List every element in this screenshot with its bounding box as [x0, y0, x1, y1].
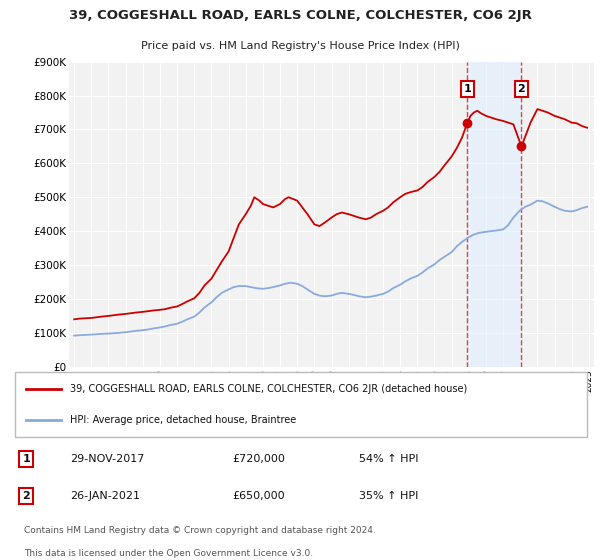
Text: 26-JAN-2021: 26-JAN-2021	[70, 491, 140, 501]
Text: 54% ↑ HPI: 54% ↑ HPI	[359, 454, 419, 464]
Text: 39, COGGESHALL ROAD, EARLS COLNE, COLCHESTER, CO6 2JR (detached house): 39, COGGESHALL ROAD, EARLS COLNE, COLCHE…	[70, 384, 467, 394]
Text: £720,000: £720,000	[232, 454, 285, 464]
FancyBboxPatch shape	[15, 372, 587, 437]
Text: 2: 2	[518, 84, 526, 94]
Text: £650,000: £650,000	[232, 491, 284, 501]
Text: 35% ↑ HPI: 35% ↑ HPI	[359, 491, 419, 501]
Text: 39, COGGESHALL ROAD, EARLS COLNE, COLCHESTER, CO6 2JR: 39, COGGESHALL ROAD, EARLS COLNE, COLCHE…	[68, 9, 532, 22]
Text: This data is licensed under the Open Government Licence v3.0.: This data is licensed under the Open Gov…	[23, 549, 313, 558]
Text: Price paid vs. HM Land Registry's House Price Index (HPI): Price paid vs. HM Land Registry's House …	[140, 41, 460, 51]
Text: 29-NOV-2017: 29-NOV-2017	[70, 454, 144, 464]
Text: 1: 1	[464, 84, 471, 94]
Text: HPI: Average price, detached house, Braintree: HPI: Average price, detached house, Brai…	[70, 415, 296, 425]
Text: 1: 1	[23, 454, 31, 464]
Bar	[467, 62, 521, 367]
Text: 2: 2	[23, 491, 31, 501]
Text: Contains HM Land Registry data © Crown copyright and database right 2024.: Contains HM Land Registry data © Crown c…	[23, 526, 376, 535]
